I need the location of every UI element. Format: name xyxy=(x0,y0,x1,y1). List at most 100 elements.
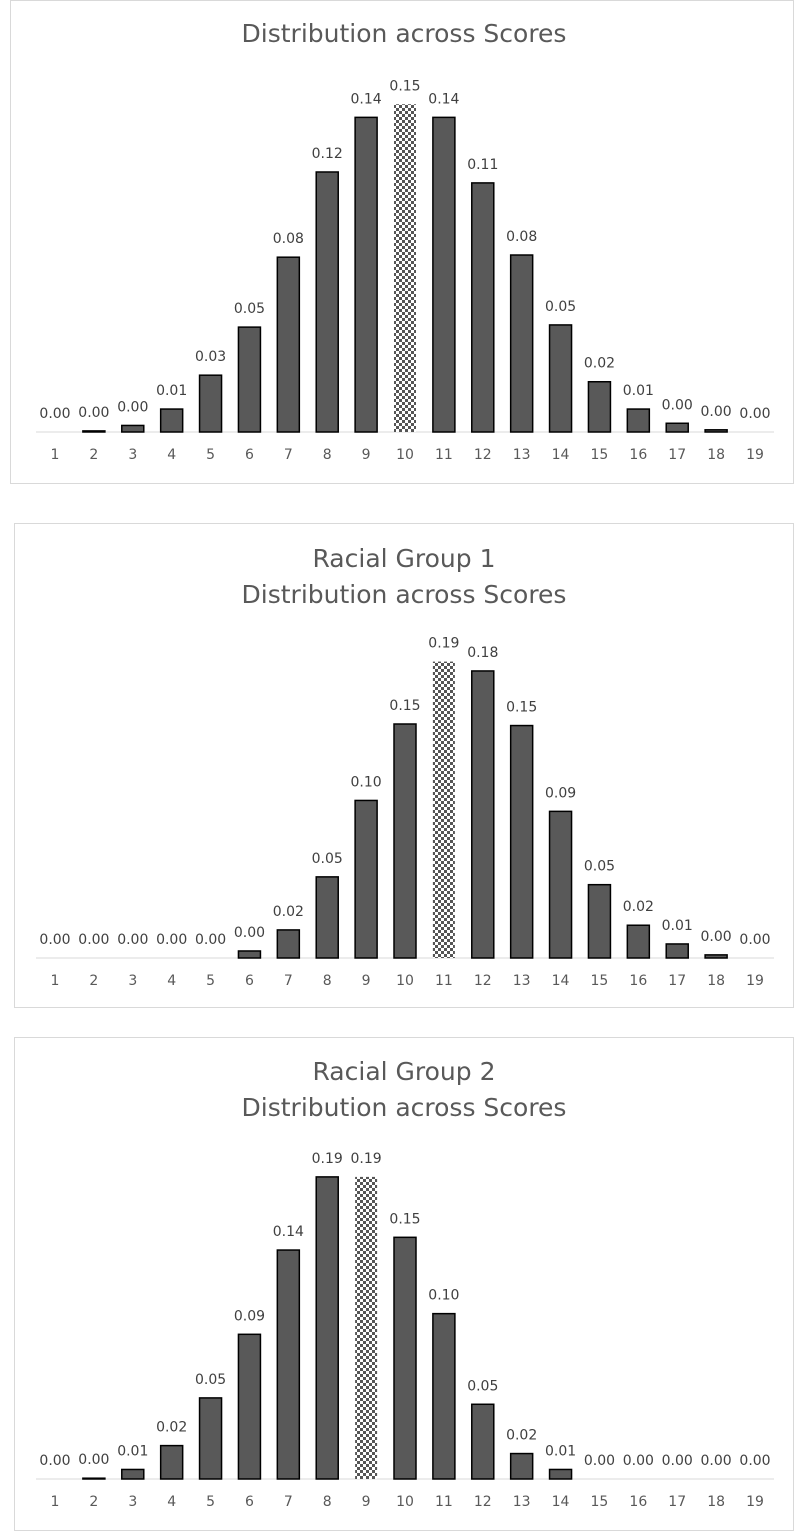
data-label: 0.00 xyxy=(701,929,732,945)
data-label: 0.00 xyxy=(662,1453,693,1469)
bar xyxy=(315,171,339,433)
bar xyxy=(354,116,378,433)
bar xyxy=(704,954,728,959)
x-tick-label: 9 xyxy=(362,973,371,989)
x-tick-label: 6 xyxy=(245,1494,254,1510)
bar xyxy=(198,374,223,433)
x-tick-label: 14 xyxy=(552,447,570,463)
data-label: 0.00 xyxy=(117,399,148,415)
x-tick-label: 12 xyxy=(474,1494,492,1510)
x-tick-label: 12 xyxy=(474,447,492,463)
data-label: 0.00 xyxy=(739,932,770,948)
bar xyxy=(548,1468,573,1480)
data-label: 0.02 xyxy=(156,1420,187,1436)
bar xyxy=(159,1444,184,1480)
data-label: 0.00 xyxy=(156,932,187,948)
bar xyxy=(198,1397,223,1480)
data-label: 0.00 xyxy=(39,932,70,948)
data-label: 0.10 xyxy=(428,1288,459,1304)
bar xyxy=(626,924,651,959)
x-tick-label: 1 xyxy=(51,447,60,463)
bar xyxy=(432,661,455,958)
x-tick-label: 4 xyxy=(167,1494,176,1510)
x-tick-label: 2 xyxy=(89,447,98,463)
data-label: 0.19 xyxy=(351,1151,382,1167)
x-tick-label: 18 xyxy=(707,1494,725,1510)
data-label: 0.00 xyxy=(78,932,109,948)
data-label: 0.00 xyxy=(78,405,109,421)
bar xyxy=(509,254,534,433)
bar xyxy=(432,1312,456,1480)
x-tick-label: 3 xyxy=(128,447,137,463)
data-label: 0.14 xyxy=(351,91,382,107)
data-label: 0.00 xyxy=(117,932,148,948)
data-label: 0.02 xyxy=(623,899,654,915)
bar xyxy=(159,408,184,433)
x-tick-label: 16 xyxy=(629,1494,647,1510)
bar xyxy=(509,1452,534,1480)
bar xyxy=(355,1176,378,1479)
data-label: 0.19 xyxy=(428,636,459,652)
bar xyxy=(665,422,689,433)
bar xyxy=(276,1249,301,1480)
x-tick-label: 10 xyxy=(396,447,414,463)
data-label: 0.15 xyxy=(389,78,420,94)
data-label: 0.01 xyxy=(117,1443,148,1459)
x-tick-label: 13 xyxy=(513,447,531,463)
x-tick-label: 10 xyxy=(396,1494,414,1510)
data-label: 0.00 xyxy=(39,1453,70,1469)
bar xyxy=(432,116,456,433)
data-label: 0.05 xyxy=(312,851,343,867)
data-label: 0.05 xyxy=(584,859,615,875)
x-tick-label: 8 xyxy=(323,973,332,989)
bar xyxy=(121,1468,145,1480)
x-tick-label: 11 xyxy=(435,447,453,463)
x-tick-label: 18 xyxy=(707,447,725,463)
x-tick-label: 6 xyxy=(245,973,254,989)
chart-title: Distribution across Scores xyxy=(242,580,567,609)
data-label: 0.00 xyxy=(662,397,693,413)
bar xyxy=(394,104,416,432)
data-label: 0.14 xyxy=(273,1224,304,1240)
data-label: 0.10 xyxy=(351,774,382,790)
data-label: 0.00 xyxy=(739,406,770,422)
data-label: 0.01 xyxy=(623,383,654,399)
data-label: 0.00 xyxy=(623,1453,654,1469)
x-tick-label: 4 xyxy=(167,973,176,989)
bar xyxy=(548,810,573,959)
bar xyxy=(82,1477,106,1480)
x-tick-label: 10 xyxy=(396,973,414,989)
data-label: 0.00 xyxy=(739,1453,770,1469)
x-tick-label: 15 xyxy=(591,973,609,989)
data-label: 0.02 xyxy=(273,904,304,920)
x-tick-label: 14 xyxy=(552,1494,570,1510)
x-tick-label: 11 xyxy=(435,973,453,989)
x-tick-label: 17 xyxy=(668,447,686,463)
x-tick-label: 17 xyxy=(668,1494,686,1510)
bar xyxy=(587,883,612,959)
data-label: 0.01 xyxy=(156,383,187,399)
data-label: 0.02 xyxy=(584,356,615,372)
data-label: 0.05 xyxy=(467,1378,498,1394)
x-tick-label: 5 xyxy=(206,973,215,989)
x-tick-label: 17 xyxy=(668,973,686,989)
chart-title: Distribution across Scores xyxy=(242,19,567,48)
bar xyxy=(509,724,534,959)
data-label: 0.00 xyxy=(39,406,70,422)
data-label: 0.18 xyxy=(467,645,498,661)
bar xyxy=(315,876,339,959)
x-tick-label: 16 xyxy=(629,447,647,463)
bar xyxy=(276,256,301,433)
x-tick-label: 11 xyxy=(435,1494,453,1510)
data-label: 0.00 xyxy=(701,404,732,420)
x-tick-label: 3 xyxy=(128,973,137,989)
x-tick-label: 2 xyxy=(89,1494,98,1510)
bar xyxy=(237,1333,262,1480)
bar xyxy=(393,723,417,959)
bar xyxy=(315,1176,339,1480)
x-tick-label: 9 xyxy=(362,447,371,463)
bar xyxy=(587,380,612,433)
x-tick-label: 13 xyxy=(513,973,531,989)
data-label: 0.05 xyxy=(234,301,265,317)
